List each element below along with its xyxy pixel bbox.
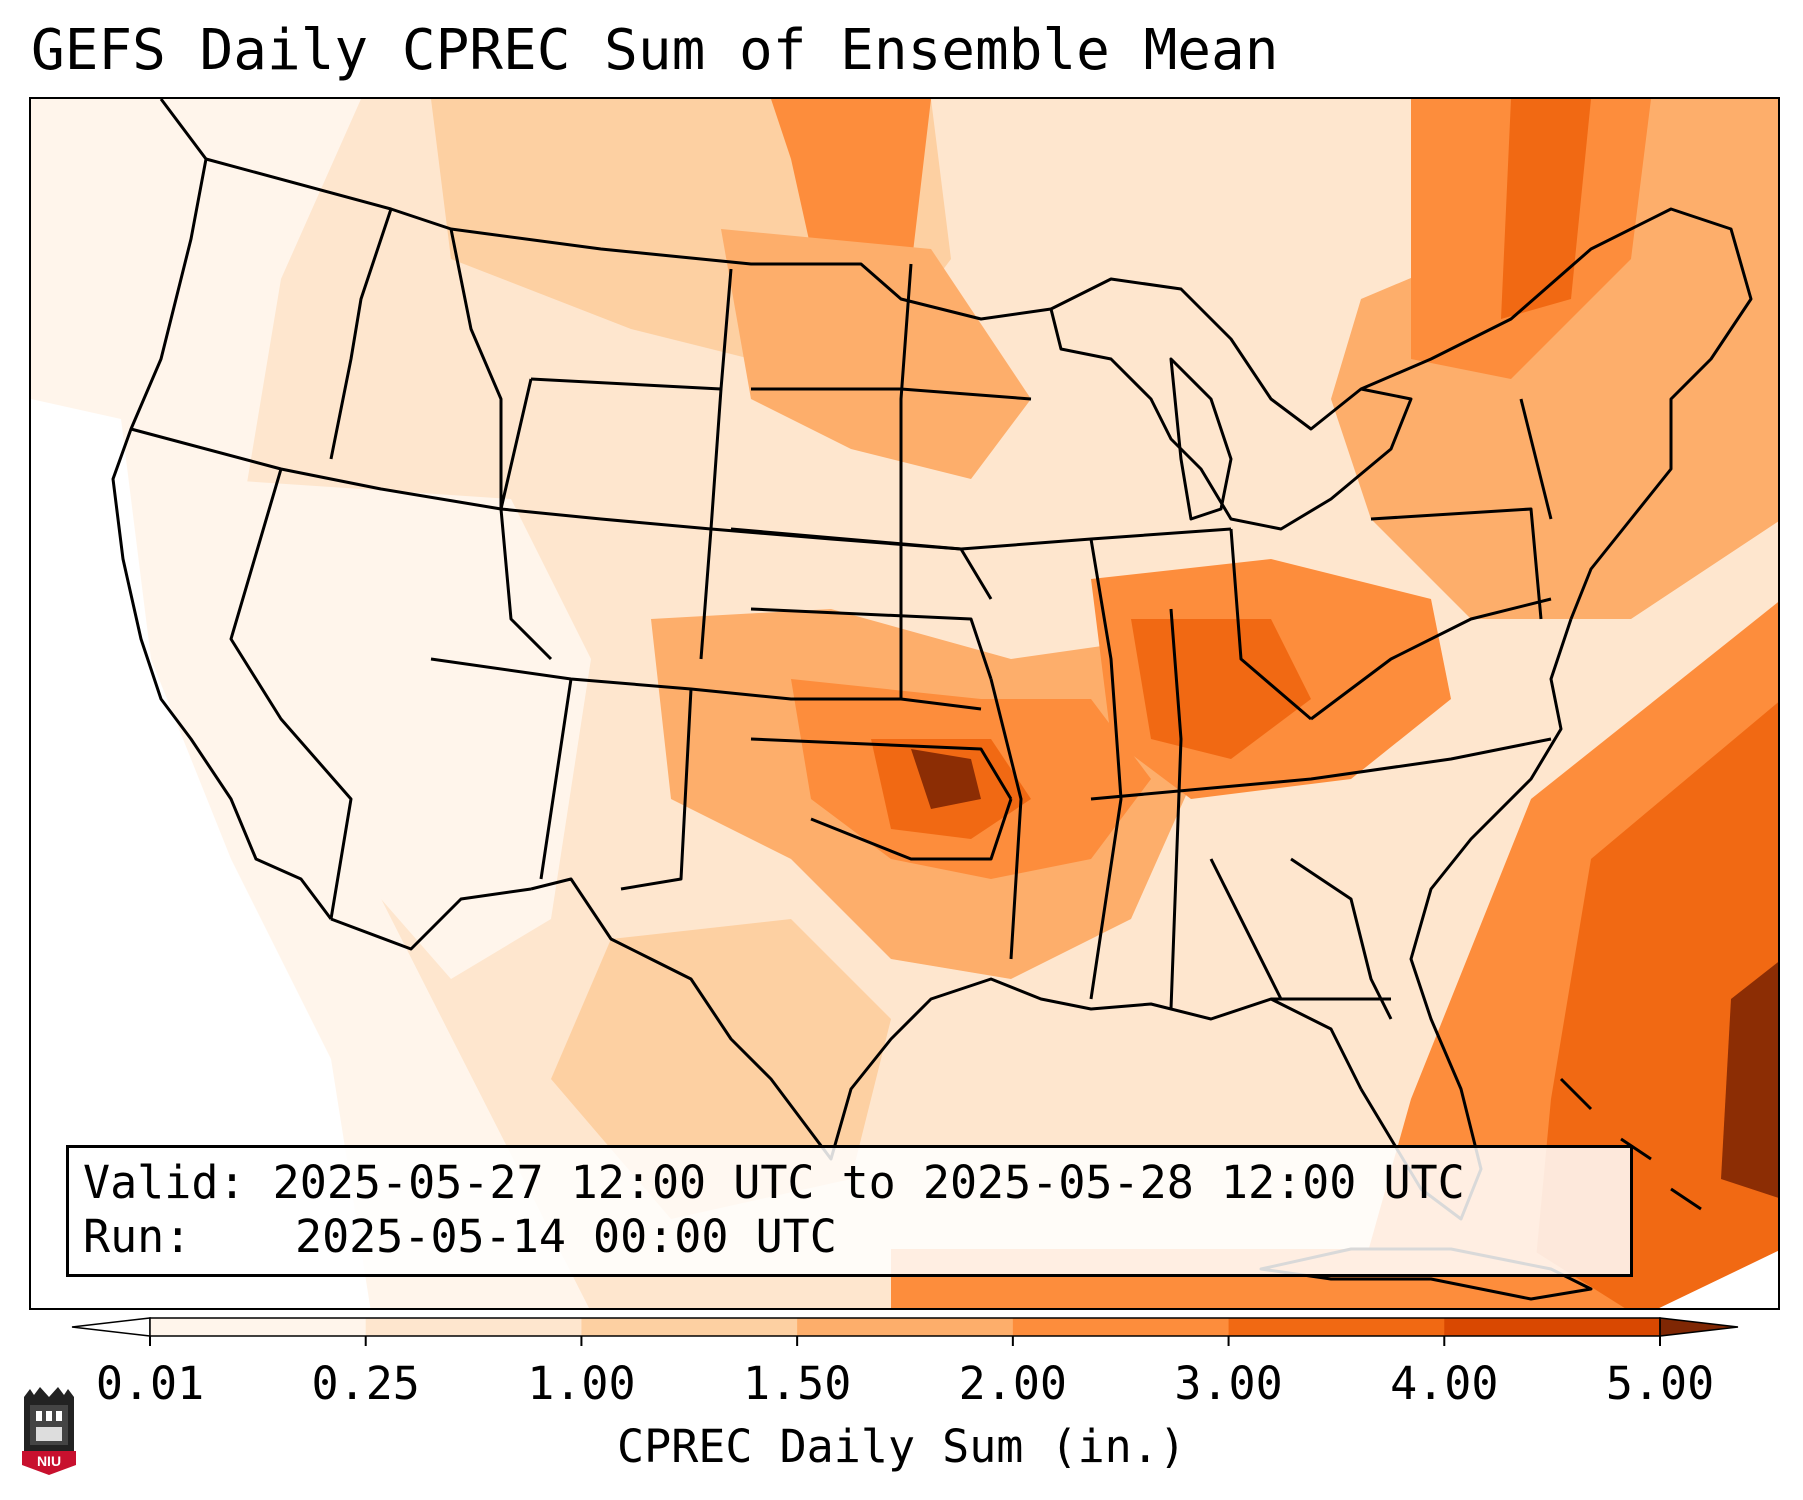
colorbar-over-extension bbox=[1659, 1317, 1739, 1337]
wyoming-east bbox=[699, 388, 723, 660]
valid-line: Valid: 2025-05-27 12:00 UTC to 2025-05-2… bbox=[83, 1156, 1465, 1209]
run-line: Run: 2025-05-14 00:00 UTC bbox=[83, 1210, 837, 1263]
lake-michigan bbox=[1169, 357, 1233, 521]
va-line bbox=[1310, 597, 1552, 721]
colorbar-segment bbox=[797, 1318, 1014, 1336]
valid-value: 2025-05-27 12:00 UTC to 2025-05-28 12:00… bbox=[272, 1156, 1465, 1209]
pa-line bbox=[1370, 507, 1543, 620]
field-canada-core bbox=[771, 99, 931, 269]
field-northeast bbox=[1331, 99, 1778, 619]
precip-map bbox=[31, 99, 1778, 1308]
field-great-basin bbox=[211, 479, 591, 979]
vt-nh bbox=[1519, 398, 1553, 520]
field-ocean-none bbox=[31, 399, 371, 1308]
field-quebec-core bbox=[1501, 99, 1591, 319]
field-atlantic-max bbox=[1721, 962, 1778, 1198]
northeast-coast bbox=[1360, 207, 1753, 620]
map-panel bbox=[29, 97, 1780, 1310]
nebraska bbox=[730, 527, 993, 600]
kansas bbox=[750, 607, 993, 680]
niu-logo-icon: NIU bbox=[20, 1385, 78, 1479]
logo-text: NIU bbox=[37, 1453, 61, 1469]
colorbar bbox=[71, 1317, 1739, 1346]
colorbar-segment bbox=[1444, 1318, 1661, 1336]
field-max-cell bbox=[911, 749, 981, 809]
colorbar-tick-label: 2.00 bbox=[958, 1357, 1068, 1410]
montana-idaho bbox=[449, 228, 503, 509]
nm-texas bbox=[620, 688, 693, 891]
colorbar-segment bbox=[1228, 1318, 1445, 1336]
colorbar-outline bbox=[149, 1317, 1661, 1337]
colorbar-tick-label: 0.25 bbox=[311, 1357, 420, 1410]
colorbar-segment bbox=[365, 1318, 582, 1336]
run-label: Run: bbox=[83, 1210, 192, 1263]
field-ohio-core bbox=[1131, 619, 1311, 759]
ohio-line bbox=[1229, 528, 1312, 721]
west-coastline bbox=[111, 99, 333, 920]
run-value: 2025-05-14 00:00 UTC bbox=[295, 1210, 837, 1263]
valid-run-info-box: Valid: 2025-05-27 12:00 UTC to 2025-05-2… bbox=[66, 1145, 1633, 1277]
great-lakes bbox=[1049, 277, 1413, 531]
projection-edge bbox=[1659, 1250, 1778, 1308]
colorbar-tick-label: 3.00 bbox=[1174, 1357, 1283, 1410]
al-ga bbox=[1209, 858, 1283, 1000]
mexico-border bbox=[330, 887, 532, 951]
us-canada-border bbox=[205, 157, 1052, 321]
colorbar-segment bbox=[150, 1318, 367, 1336]
colorbar-label: CPREC Daily Sum (in.) bbox=[617, 1420, 1186, 1473]
state-line-37 bbox=[430, 657, 982, 711]
colorbar-tick-label: 5.00 bbox=[1605, 1357, 1715, 1410]
dakota-line bbox=[751, 387, 1032, 401]
valid-label: Valid: bbox=[83, 1156, 246, 1209]
bahamas bbox=[1559, 1077, 1702, 1211]
page-title: GEFS Daily CPREC Sum of Ensemble Mean bbox=[31, 18, 1279, 83]
colorbar-tick-label: 1.00 bbox=[527, 1357, 636, 1410]
red-river bbox=[810, 798, 1013, 861]
field-northern-plains bbox=[721, 229, 1031, 479]
indiana-alabama bbox=[1169, 608, 1183, 1010]
field-texas bbox=[551, 919, 891, 1219]
oklahoma-north bbox=[750, 737, 1013, 800]
illinois-west bbox=[1089, 538, 1123, 1000]
colorbar-segment bbox=[1012, 1318, 1230, 1336]
mississippi-west bbox=[989, 678, 1023, 960]
colorbar-under-extension bbox=[71, 1317, 151, 1337]
nevada-line bbox=[229, 468, 353, 920]
colorbar-segment bbox=[581, 1318, 798, 1336]
state-line-42 bbox=[130, 427, 1232, 551]
colorbar-tick-label: 0.01 bbox=[95, 1357, 205, 1410]
colorbar-tick-label: 4.00 bbox=[1390, 1357, 1499, 1410]
arizona-nm bbox=[539, 678, 573, 880]
wyoming-west bbox=[499, 378, 553, 661]
dakotas-mn bbox=[899, 263, 913, 699]
idaho-line bbox=[329, 208, 393, 460]
gulf-coast bbox=[530, 877, 1363, 1161]
tn-nc-line bbox=[1090, 737, 1552, 801]
colorbar-tick-label: 1.50 bbox=[742, 1357, 852, 1410]
